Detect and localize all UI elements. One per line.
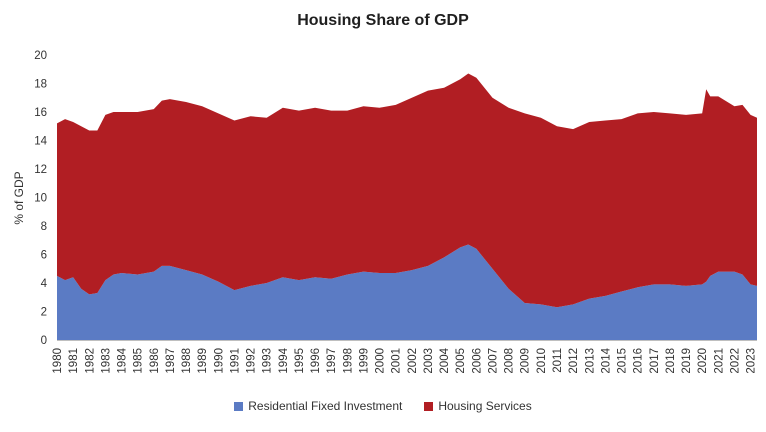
x-tick-label: 1983 — [100, 348, 112, 374]
x-tick-label: 2021 — [713, 348, 725, 374]
legend-swatch-housing-services — [424, 401, 434, 411]
x-tick-label: 2023 — [746, 348, 758, 374]
y-tick-label: 18 — [34, 79, 47, 91]
legend-item-housing-services: Housing Services — [424, 399, 532, 413]
x-tick-label: 2022 — [729, 348, 741, 374]
legend-label-residential: Residential Fixed Investment — [248, 399, 403, 413]
x-tick-label: 1997 — [326, 348, 338, 374]
x-tick-label: 2013 — [584, 348, 596, 374]
x-tick-label: 1994 — [278, 347, 290, 373]
y-tick-label: 10 — [34, 193, 47, 205]
area-series-1 — [57, 73, 757, 308]
x-tick-label: 1991 — [229, 348, 241, 374]
x-tick-label: 2008 — [504, 348, 516, 374]
y-axis: 0 2 4 6 8 10 12 14 16 18 20 — [34, 50, 47, 347]
x-tick-label: 2000 — [375, 348, 387, 374]
x-tick-label: 2003 — [423, 348, 435, 374]
x-tick-label: 2014 — [600, 347, 612, 373]
y-tick-label: 0 — [41, 335, 47, 347]
x-tick-label: 2019 — [681, 348, 693, 374]
x-tick-label: 1992 — [246, 348, 258, 374]
y-tick-label: 8 — [41, 221, 47, 233]
y-tick-label: 6 — [41, 250, 47, 262]
x-tick-label: 1986 — [149, 348, 161, 374]
x-tick-label: 2010 — [536, 348, 548, 374]
x-tick-label: 1993 — [262, 348, 274, 374]
x-tick-label: 2017 — [649, 348, 661, 374]
y-axis-label: % of GDP — [12, 171, 26, 224]
x-tick-label: 1996 — [310, 348, 322, 374]
y-tick-label: 12 — [34, 164, 47, 176]
x-tick-label: 2009 — [520, 348, 532, 374]
plot-areas — [57, 73, 757, 340]
x-tick-label: 2018 — [665, 348, 677, 374]
x-tick-label: 1982 — [84, 348, 96, 374]
x-tick-label: 2005 — [455, 348, 467, 374]
x-tick-label: 2001 — [391, 348, 403, 374]
x-tick-label: 2020 — [697, 348, 709, 374]
y-tick-label: 2 — [41, 307, 47, 319]
x-tick-label: 2015 — [617, 348, 629, 374]
x-tick-label: 2007 — [487, 348, 499, 374]
x-tick-label: 1998 — [342, 348, 354, 374]
chart-title: Housing Share of GDP — [297, 12, 469, 29]
legend-item-residential: Residential Fixed Investment — [234, 399, 402, 413]
x-axis: 1980 1981 1982 1983 1984 1985 1986 1987 1988 1989… — [52, 340, 758, 374]
x-tick-label: 2011 — [552, 348, 564, 373]
y-tick-label: 16 — [34, 107, 47, 119]
x-tick-label: 1990 — [213, 348, 225, 374]
x-tick-label: 1984 — [117, 347, 129, 373]
x-tick-label: 1988 — [181, 348, 193, 374]
x-tick-label: 2016 — [633, 348, 645, 374]
x-tick-label: 2006 — [471, 348, 483, 374]
x-tick-label: 1980 — [52, 348, 64, 374]
area-series-0 — [57, 244, 757, 340]
legend: Residential Fixed Investment Housing Ser… — [0, 399, 766, 413]
x-tick-label: 1995 — [294, 348, 306, 374]
x-tick-label: 2012 — [568, 348, 580, 374]
x-tick-label: 2002 — [407, 348, 419, 374]
legend-label-housing-services: Housing Services — [438, 399, 532, 413]
x-tick-label: 1985 — [133, 348, 145, 374]
x-tick-label: 1987 — [165, 348, 177, 374]
x-tick-label: 1989 — [197, 348, 209, 374]
x-tick-label: 2004 — [439, 347, 451, 373]
legend-swatch-residential — [234, 401, 244, 411]
y-tick-label: 14 — [34, 136, 47, 148]
x-tick-label: 1981 — [68, 348, 80, 374]
x-tick-label: 1999 — [358, 348, 370, 374]
y-tick-label: 4 — [41, 278, 48, 290]
y-tick-label: 20 — [34, 50, 47, 62]
